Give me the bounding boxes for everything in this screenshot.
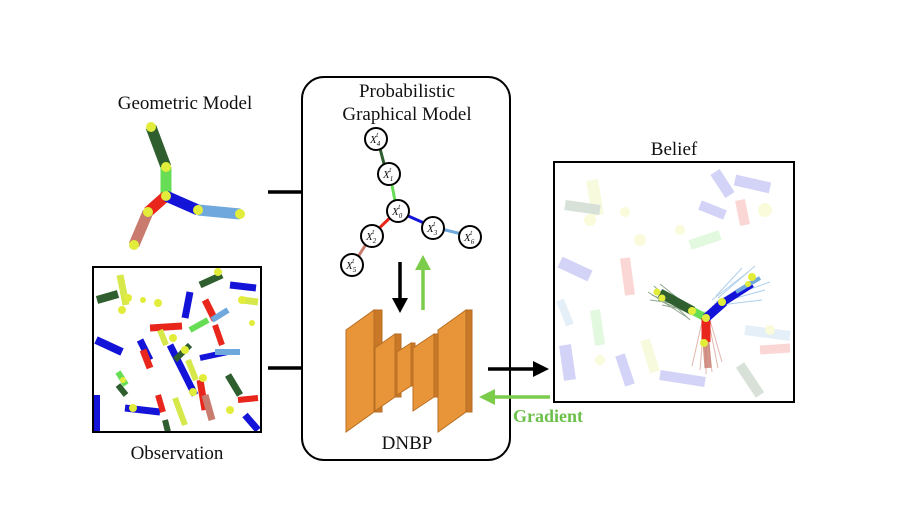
geometric-model-figure	[128, 122, 245, 250]
pgm-node-x5: X5t	[340, 253, 364, 277]
svg-text:X2t: X2t	[365, 228, 377, 245]
svg-text:X0t: X0t	[391, 203, 403, 220]
pgm-node-x3: X3t	[421, 216, 445, 240]
svg-text:X1t: X1t	[382, 166, 393, 183]
svg-text:X5t: X5t	[345, 257, 357, 274]
svg-text:X3t: X3t	[426, 220, 438, 237]
observation-label: Observation	[131, 443, 224, 464]
arrow-dnbp-to-belief	[488, 361, 549, 377]
pgm-node-x1: X1t	[377, 162, 401, 186]
arrow-dnbp-to-pgm	[415, 255, 431, 310]
center-panel	[301, 76, 511, 461]
pgm-node-x0: X0t	[386, 199, 410, 223]
svg-text:X6t: X6t	[463, 229, 475, 246]
observation-panel	[92, 266, 262, 433]
pgm-node-x4: X4t	[364, 127, 388, 151]
geometric-model-label: Geometric Model	[118, 93, 253, 114]
belief-panel	[553, 161, 795, 403]
dnbp-network	[345, 309, 473, 433]
svg-text:X4t: X4t	[369, 131, 381, 148]
arrow-gradient	[479, 389, 550, 405]
pgm-title-line1: Probabilistic	[359, 81, 455, 102]
pgm-node-x2: X2t	[360, 224, 384, 248]
arrow-pgm-to-dnbp	[392, 262, 408, 313]
pgm-node-x6: X6t	[458, 225, 482, 249]
belief-label: Belief	[651, 139, 698, 160]
pgm-title-line2: Graphical Model	[342, 104, 471, 125]
gradient-label: Gradient	[513, 406, 583, 426]
dnbp-label: DNBP	[382, 433, 433, 454]
